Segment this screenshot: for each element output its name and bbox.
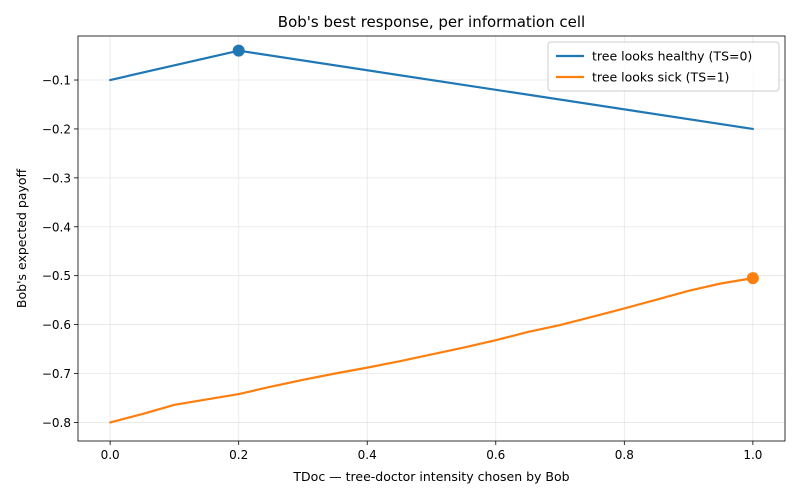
plot-frame: [77, 35, 786, 442]
y-tick-label: −0.6: [42, 318, 71, 332]
y-tick-label: −0.4: [42, 220, 71, 234]
series-line-2: [109, 277, 754, 424]
best-response-marker-1: [232, 44, 245, 57]
x-axis-ticks: 0.0 0.2 0.4 0.6 0.8 1.0: [101, 441, 762, 462]
y-tick-label: −0.3: [42, 171, 71, 185]
x-axis-title: TDoc — tree-doctor intensity chosen by B…: [292, 469, 569, 484]
y-tick-label: −0.1: [42, 74, 71, 88]
x-tick-label: 0.8: [615, 448, 634, 462]
chart-title: Bob's best response, per information cel…: [278, 13, 585, 31]
y-axis-title: Bob's expected payoff: [14, 169, 29, 309]
grid: [78, 36, 785, 441]
x-tick-label: 0.4: [358, 448, 377, 462]
x-tick-label: 1.0: [743, 448, 762, 462]
legend-label-2: tree looks sick (TS=1): [592, 70, 729, 85]
y-tick-label: −0.2: [42, 122, 71, 136]
best-response-markers: [232, 44, 759, 285]
y-tick-label: −0.8: [42, 416, 71, 430]
x-tick-label: 0.2: [229, 448, 248, 462]
x-tick-label: 0.0: [101, 448, 120, 462]
x-tick-label: 0.6: [486, 448, 505, 462]
y-axis-ticks: −0.1 −0.2 −0.3 −0.4 −0.5 −0.6 −0.7 −0.8: [42, 74, 78, 430]
legend: tree looks healthy (TS=0) tree looks sick…: [547, 41, 780, 92]
best-response-marker-2: [746, 272, 759, 285]
y-tick-label: −0.5: [42, 269, 71, 283]
legend-box: [547, 41, 780, 92]
y-tick-label: −0.7: [42, 367, 71, 381]
legend-entries: tree looks healthy (TS=0) tree looks sick…: [556, 49, 752, 85]
legend-label-1: tree looks healthy (TS=0): [592, 49, 752, 64]
